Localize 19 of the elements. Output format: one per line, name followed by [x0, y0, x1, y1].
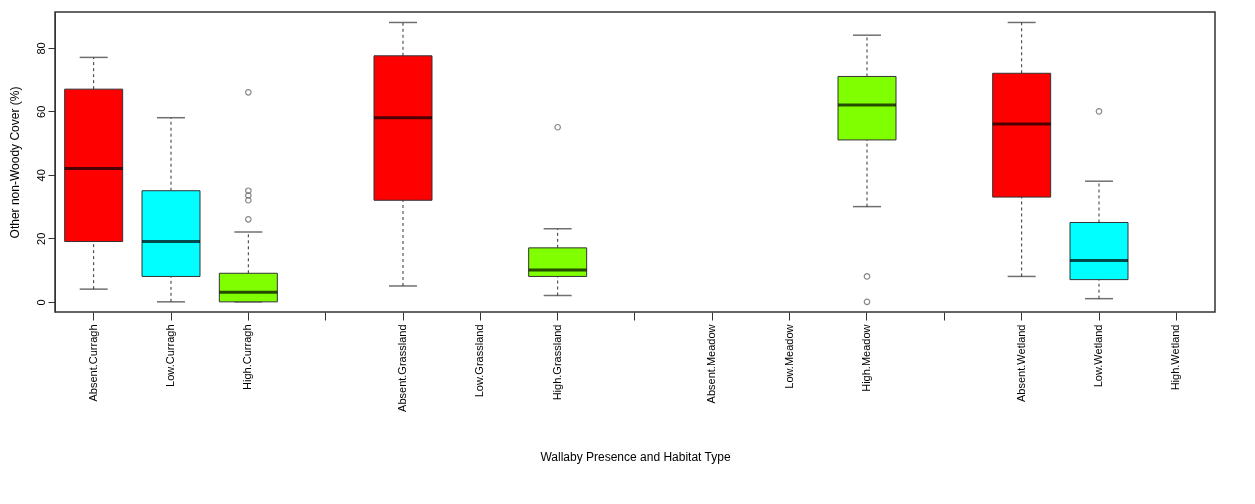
x-tick-label: Low.Grassland — [473, 324, 486, 398]
y-axis-title: Other non-Woody Cover (%) — [7, 86, 22, 239]
x-tick-label: Low.Curragh — [164, 324, 176, 387]
x-tick-label: Absent.Grassland — [396, 324, 408, 412]
x-tick-label: High.Grassland — [550, 324, 563, 401]
x-tick-label: Low.Wetland — [1092, 324, 1104, 388]
y-tick-label: 40 — [34, 169, 47, 182]
y-tick-label: 80 — [34, 42, 47, 55]
x-tick-label: High.Wetland — [1169, 324, 1182, 391]
x-axis-title: Wallaby Presence and Habitat Type — [540, 449, 731, 464]
x-tick-label: Low.Meadow — [782, 324, 795, 389]
y-tick-label: 20 — [34, 232, 47, 245]
x-tick-label: High.Curragh — [241, 324, 254, 390]
y-tick-label: 60 — [34, 105, 47, 118]
y-tick-label: 0 — [34, 299, 47, 306]
x-tick-label: High.Meadow — [860, 324, 872, 392]
x-tick-label: Absent.Wetland — [1014, 324, 1027, 402]
x-tick-label: Absent.Curragh — [86, 324, 99, 402]
x-tick-label: Absent.Meadow — [705, 324, 718, 404]
